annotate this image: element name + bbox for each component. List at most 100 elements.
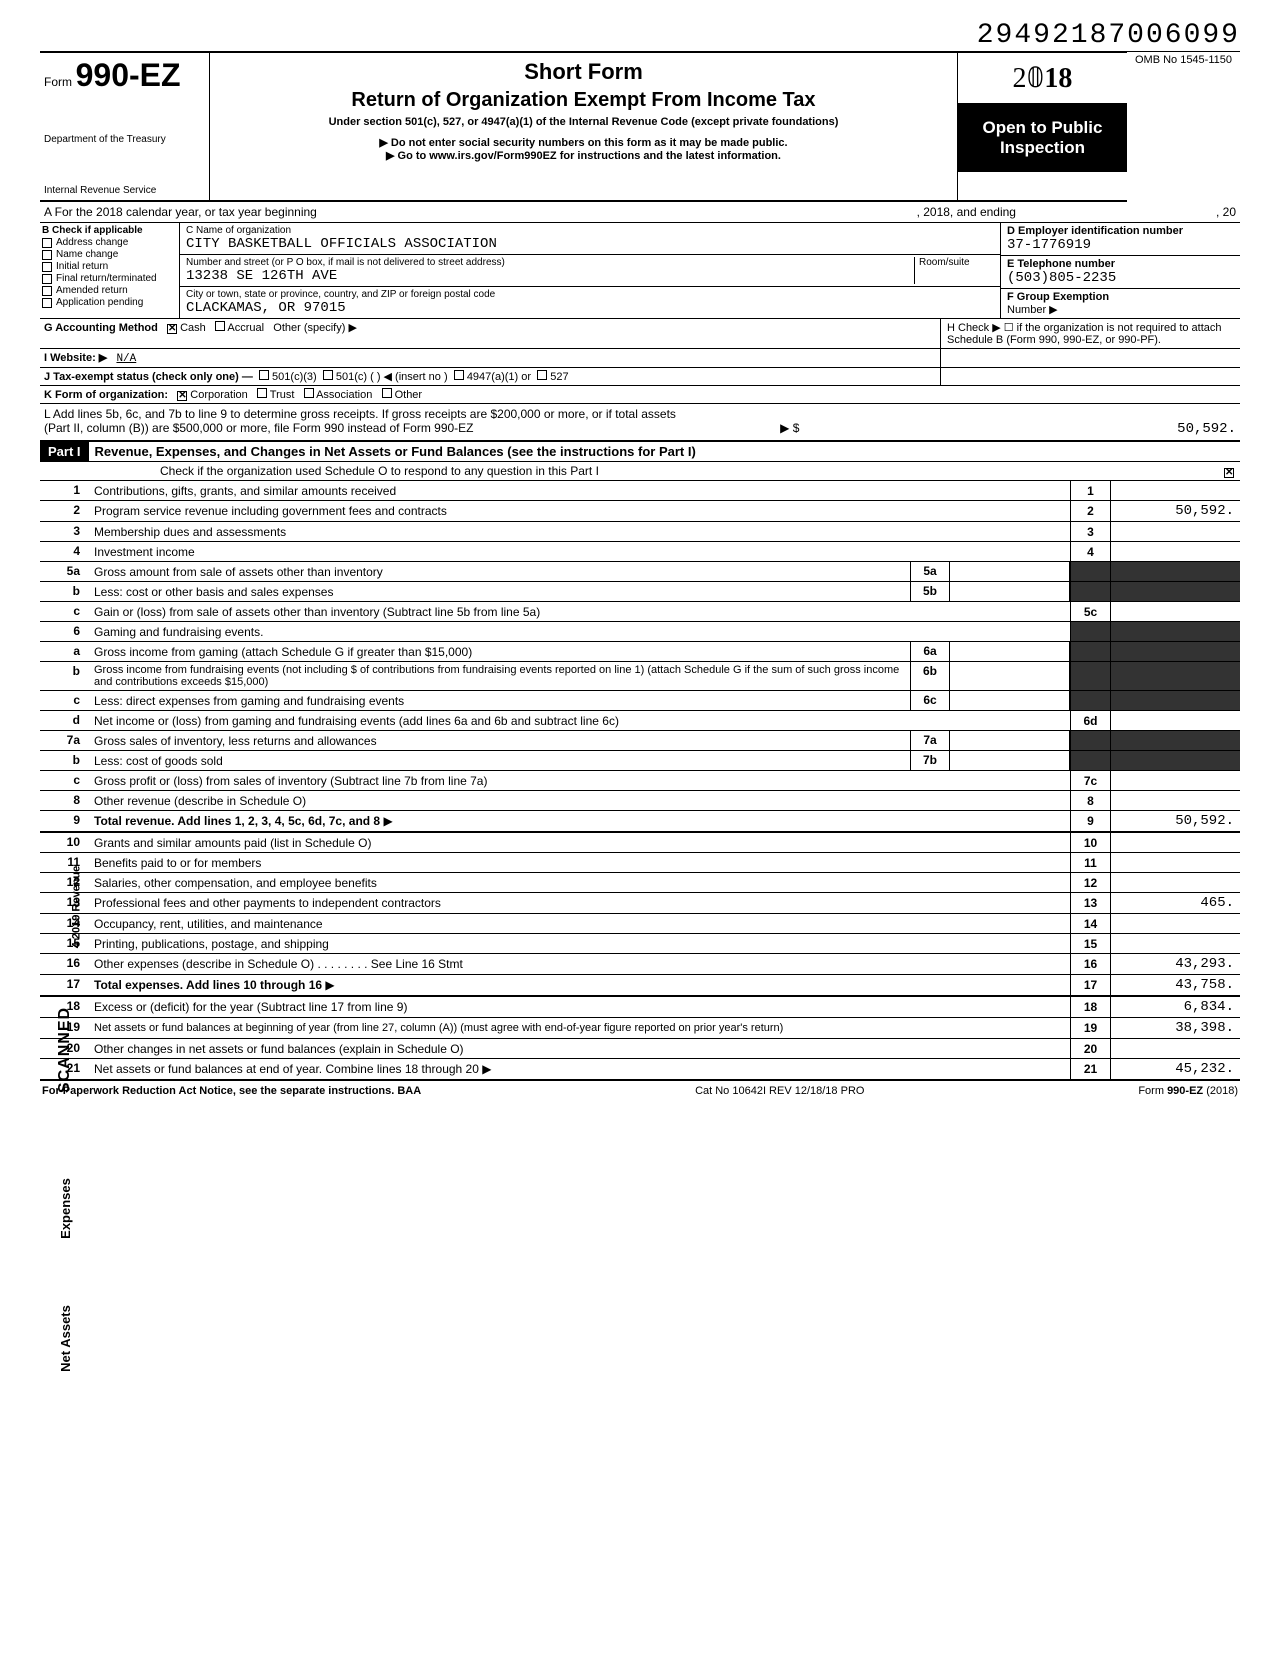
line-19-val: 38,398. [1110,1018,1240,1038]
line-12-val [1110,873,1240,892]
line-2-val: 50,592. [1110,501,1240,521]
cb-501c[interactable] [323,370,333,380]
page-footer: For Paperwork Reduction Act Notice, see … [40,1081,1240,1101]
part1-label: Part I [40,442,89,461]
street-address: 13238 SE 126TH AVE [186,268,914,284]
line-6a-text: Gross income from gaming (attach Schedul… [90,642,910,661]
line-15-val [1110,934,1240,953]
line-15-text: Printing, publications, postage, and shi… [90,934,1070,953]
line-8-val [1110,791,1240,810]
cb-address-change[interactable] [42,238,52,248]
cb-corporation[interactable] [177,391,187,401]
column-b: B Check if applicable Address change Nam… [40,223,180,318]
l-text1: L Add lines 5b, 6c, and 7b to line 9 to … [44,407,1236,421]
line-11-val [1110,853,1240,872]
cb-accrual[interactable] [215,321,225,331]
lines-container: 4 2019 Revenue SCANNED Expenses Net Asse… [40,481,1240,1081]
line-13-val: 465. [1110,893,1240,913]
form-prefix: Form [44,75,72,89]
cb-501c3[interactable] [259,370,269,380]
line-6-text: Gaming and fundraising events. [90,622,1070,641]
row-l: L Add lines 5b, 6c, and 7b to line 9 to … [40,404,1240,442]
line-7c-val [1110,771,1240,790]
k-label: K Form of organization: [44,389,168,401]
under-section: Under section 501(c), 527, or 4947(a)(1)… [220,116,947,128]
row-j: J Tax-exempt status (check only one) — 5… [40,368,1240,386]
line-21-val: 45,232. [1110,1059,1240,1079]
line-20-val [1110,1039,1240,1058]
cb-pending[interactable] [42,298,52,308]
line-8-text: Other revenue (describe in Schedule O) [90,791,1070,810]
line-17-text: Total expenses. Add lines 10 through 16 … [90,975,1070,995]
f-group-label: F Group Exemption [1007,291,1234,303]
line-7a-text: Gross sales of inventory, less returns a… [90,731,910,750]
short-form-title: Short Form [220,59,947,85]
line-4-val [1110,542,1240,561]
line-5c-text: Gain or (loss) from sale of assets other… [90,602,1070,621]
line-7b-text: Less: cost of goods sold [90,751,910,770]
part1-header-row: Part I Revenue, Expenses, and Changes in… [40,442,1240,462]
dept-treasury: Department of the Treasury [44,134,205,145]
line-16-val: 43,293. [1110,954,1240,974]
section-b-to-f: B Check if applicable Address change Nam… [40,223,1240,319]
cb-4947[interactable] [454,370,464,380]
row-g-h: G Accounting Method Cash Accrual Other (… [40,319,1240,349]
side-net-assets-label: Net Assets [58,1305,73,1372]
line-5a-text: Gross amount from sale of assets other t… [90,562,910,581]
line-13-text: Professional fees and other payments to … [90,893,1070,913]
omb-number: OMB No 1545-1150 [1127,51,1240,68]
d-ein-label: D Employer identification number [1007,225,1234,237]
cb-amended[interactable] [42,286,52,296]
cb-schedule-o[interactable] [1224,468,1234,478]
line-3-val [1110,522,1240,541]
c-city-label: City or town, state or province, country… [186,289,994,300]
side-revenue-label: 4 2019 Revenue [70,866,82,949]
l-gross-receipts: 50,592. [1106,421,1236,437]
cb-final-return[interactable] [42,274,52,284]
cb-trust[interactable] [257,388,267,398]
i-website-label: I Website: ▶ [44,352,107,364]
line-2-text: Program service revenue including govern… [90,501,1070,521]
check-schedule-o: Check if the organization used Schedule … [40,462,1240,481]
form-header: Form 990-EZ Department of the Treasury I… [40,51,1127,202]
footer-cat-no: Cat No 10642I REV 12/18/18 PRO [695,1085,864,1097]
phone-value: (503)805-2235 [1007,270,1234,286]
website-value: N/A [116,353,136,365]
org-name: CITY BASKETBALL OFFICIALS ASSOCIATION [186,236,994,252]
line-10-val [1110,833,1240,852]
line-11-text: Benefits paid to or for members [90,853,1070,872]
line-17-val: 43,758. [1110,975,1240,995]
cb-other-org[interactable] [382,388,392,398]
b-header: B Check if applicable [42,225,177,236]
open-public-badge: Open to Public Inspection [958,104,1127,172]
footer-left: For Paperwork Reduction Act Notice, see … [42,1085,421,1097]
room-suite-label: Room/suite [919,257,994,268]
ein-value: 37-1776919 [1007,237,1234,253]
side-scanned-label: SCANNED [56,1007,74,1093]
cb-cash[interactable] [167,324,177,334]
dept-irs: Internal Revenue Service [44,185,205,196]
row-a-mid: , 2018, and ending [917,205,1016,219]
line-10-text: Grants and similar amounts paid (list in… [90,833,1070,852]
c-name-label: C Name of organization [186,225,994,236]
l-arrow: ▶ $ [780,421,799,437]
row-a-label: A For the 2018 calendar year, or tax yea… [44,205,317,219]
f-number-label: Number ▶ [1007,303,1234,316]
cb-527[interactable] [537,370,547,380]
goto-url: ▶ Go to www.irs.gov/Form990EZ for instru… [220,149,947,162]
line-6d-val [1110,711,1240,730]
line-18-text: Excess or (deficit) for the year (Subtra… [90,997,1070,1017]
line-7c-text: Gross profit or (loss) from sales of inv… [90,771,1070,790]
cb-name-change[interactable] [42,250,52,260]
e-phone-label: E Telephone number [1007,258,1234,270]
cb-initial-return[interactable] [42,262,52,272]
cb-association[interactable] [304,388,314,398]
row-k: K Form of organization: Corporation Trus… [40,386,1240,404]
row-i: I Website: ▶ N/A [40,349,1240,368]
line-20-text: Other changes in net assets or fund bala… [90,1039,1070,1058]
footer-right: Form 990-EZ (2018) [1138,1085,1238,1097]
top-number: 29492187006099 [40,20,1240,51]
form-number: 990-EZ [76,57,181,93]
do-not-enter: ▶ Do not enter social security numbers o… [220,136,947,149]
line-6b-text: Gross income from fundraising events (no… [90,662,910,690]
